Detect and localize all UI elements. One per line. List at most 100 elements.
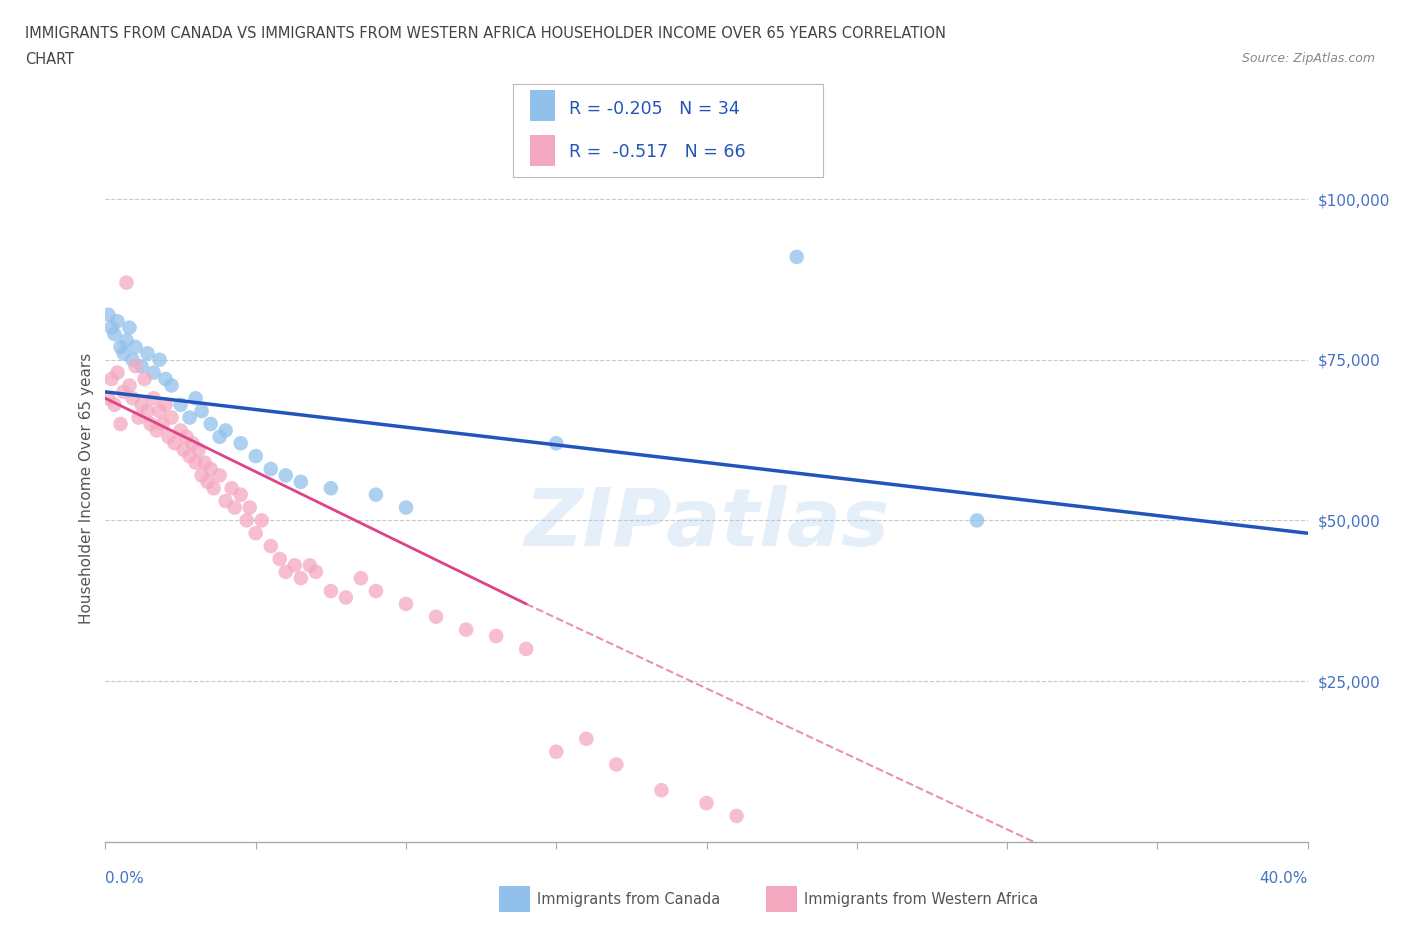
Point bbox=[290, 571, 312, 586]
Point bbox=[97, 307, 120, 322]
Point bbox=[152, 417, 174, 432]
Point bbox=[110, 417, 132, 432]
Point bbox=[139, 417, 162, 432]
Point bbox=[305, 565, 328, 579]
Point bbox=[229, 487, 252, 502]
Point bbox=[118, 378, 141, 392]
Point bbox=[148, 352, 170, 367]
Point bbox=[121, 352, 143, 367]
Point bbox=[245, 448, 267, 463]
Point bbox=[115, 275, 138, 290]
Text: R =  -0.517   N = 66: R = -0.517 N = 66 bbox=[569, 142, 745, 161]
Point bbox=[136, 404, 159, 418]
Point bbox=[100, 372, 122, 387]
Point bbox=[184, 455, 207, 470]
Point bbox=[350, 571, 373, 586]
Point bbox=[221, 481, 243, 496]
Text: 40.0%: 40.0% bbox=[1260, 871, 1308, 886]
Point bbox=[269, 551, 291, 566]
Point bbox=[194, 455, 217, 470]
Text: 0.0%: 0.0% bbox=[105, 871, 145, 886]
Point bbox=[136, 346, 159, 361]
Point bbox=[650, 783, 672, 798]
Point bbox=[208, 430, 231, 445]
Point bbox=[110, 339, 132, 354]
Point bbox=[190, 404, 212, 418]
Point bbox=[145, 423, 167, 438]
Point bbox=[224, 500, 246, 515]
Text: Immigrants from Western Africa: Immigrants from Western Africa bbox=[804, 892, 1039, 907]
Point bbox=[425, 609, 447, 624]
Point bbox=[200, 461, 222, 476]
Point bbox=[107, 313, 129, 328]
Point bbox=[250, 513, 273, 528]
Point bbox=[142, 391, 165, 405]
Point bbox=[155, 372, 177, 387]
Point bbox=[966, 513, 988, 528]
Point bbox=[245, 525, 267, 540]
Point bbox=[239, 500, 262, 515]
Point bbox=[190, 468, 212, 483]
Point bbox=[197, 474, 219, 489]
Point bbox=[179, 448, 201, 463]
Point bbox=[169, 397, 191, 412]
Point bbox=[364, 487, 387, 502]
Point bbox=[184, 391, 207, 405]
Point bbox=[107, 365, 129, 380]
Point bbox=[163, 436, 186, 451]
Point bbox=[181, 436, 204, 451]
Point bbox=[157, 430, 180, 445]
Point bbox=[786, 249, 808, 264]
Point bbox=[103, 326, 125, 341]
Point bbox=[395, 596, 418, 611]
Text: Immigrants from Canada: Immigrants from Canada bbox=[537, 892, 720, 907]
Point bbox=[214, 423, 236, 438]
Point bbox=[575, 731, 598, 746]
Point bbox=[142, 365, 165, 380]
Point bbox=[160, 378, 183, 392]
Point bbox=[319, 584, 342, 599]
Point bbox=[546, 744, 568, 759]
Point bbox=[298, 558, 321, 573]
Point bbox=[229, 436, 252, 451]
Point bbox=[290, 474, 312, 489]
Point bbox=[155, 397, 177, 412]
Point bbox=[202, 481, 225, 496]
Point bbox=[260, 461, 283, 476]
Text: R = -0.205   N = 34: R = -0.205 N = 34 bbox=[569, 100, 740, 118]
Point bbox=[208, 468, 231, 483]
Point bbox=[131, 359, 153, 374]
Point bbox=[160, 410, 183, 425]
Point bbox=[605, 757, 627, 772]
Y-axis label: Householder Income Over 65 years: Householder Income Over 65 years bbox=[79, 352, 94, 624]
Point bbox=[115, 333, 138, 348]
Text: CHART: CHART bbox=[25, 52, 75, 67]
Point bbox=[131, 397, 153, 412]
Point bbox=[284, 558, 307, 573]
Point bbox=[187, 443, 209, 458]
Point bbox=[124, 359, 146, 374]
Point bbox=[515, 642, 537, 657]
Text: ZIPatlas: ZIPatlas bbox=[524, 485, 889, 563]
Point bbox=[103, 397, 125, 412]
Point bbox=[260, 538, 283, 553]
Point bbox=[200, 417, 222, 432]
Point bbox=[121, 391, 143, 405]
Point bbox=[696, 796, 718, 811]
Point bbox=[179, 410, 201, 425]
Point bbox=[118, 320, 141, 335]
Point bbox=[319, 481, 342, 496]
Text: IMMIGRANTS FROM CANADA VS IMMIGRANTS FROM WESTERN AFRICA HOUSEHOLDER INCOME OVER: IMMIGRANTS FROM CANADA VS IMMIGRANTS FRO… bbox=[25, 26, 946, 41]
Point bbox=[454, 622, 477, 637]
Point bbox=[725, 808, 748, 823]
Point bbox=[100, 320, 122, 335]
Point bbox=[97, 391, 120, 405]
Point bbox=[546, 436, 568, 451]
Point bbox=[124, 339, 146, 354]
Point bbox=[274, 468, 297, 483]
Point bbox=[395, 500, 418, 515]
Point bbox=[335, 590, 357, 604]
Point bbox=[364, 584, 387, 599]
Point bbox=[176, 430, 198, 445]
Text: Source: ZipAtlas.com: Source: ZipAtlas.com bbox=[1241, 52, 1375, 65]
